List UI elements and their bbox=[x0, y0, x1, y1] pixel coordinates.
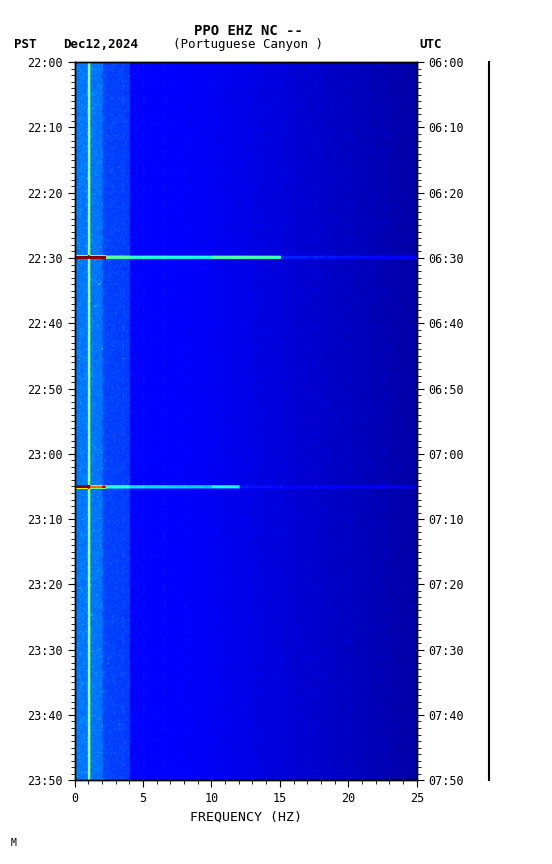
X-axis label: FREQUENCY (HZ): FREQUENCY (HZ) bbox=[190, 810, 301, 823]
Text: (Portuguese Canyon ): (Portuguese Canyon ) bbox=[173, 38, 323, 51]
Text: UTC: UTC bbox=[420, 38, 442, 51]
Text: PST: PST bbox=[14, 38, 36, 51]
Text: M: M bbox=[11, 838, 17, 848]
Text: PPO EHZ NC --: PPO EHZ NC -- bbox=[194, 24, 303, 38]
Text: Dec12,2024: Dec12,2024 bbox=[63, 38, 139, 51]
